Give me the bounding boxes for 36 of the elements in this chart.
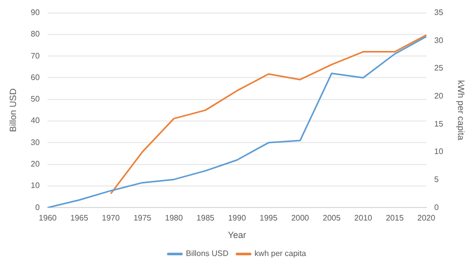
x-tick-label: 1970 <box>102 214 120 223</box>
x-tick-label: 1960 <box>38 214 58 223</box>
x-tick-label: 1965 <box>70 214 89 223</box>
x-tick-label: 2000 <box>291 214 310 223</box>
x-tick-label: 1980 <box>165 214 184 223</box>
y-tick-label: 40 <box>30 116 40 126</box>
y2-tick-label: 0 <box>434 202 440 212</box>
y2-tick-label: 25 <box>434 64 444 73</box>
y2-tick-label: 5 <box>434 174 440 184</box>
y-tick-label: 10 <box>30 181 40 190</box>
y2-tick-label: 35 <box>434 8 444 18</box>
y2-axis-title: kWh per capita <box>456 80 466 140</box>
x-tick-label: 2020 <box>417 214 436 223</box>
y-tick-label: 0 <box>35 202 40 212</box>
y-tick-label: 60 <box>30 72 40 82</box>
y-tick-label: 80 <box>30 30 40 39</box>
y-tick-label: 20 <box>30 160 40 169</box>
y2-tick-label: 30 <box>434 36 444 45</box>
x-tick-label: 1985 <box>196 214 215 223</box>
y-axis-title: Billon USD <box>8 88 18 132</box>
y-tick-label: 90 <box>30 8 40 18</box>
x-tick-label: 1975 <box>133 214 152 223</box>
y2-tick-label: 20 <box>434 91 444 100</box>
legend-label: kwh per capita <box>254 249 307 258</box>
x-tick-label: 1995 <box>260 214 278 223</box>
y2-tick-label: 10 <box>434 147 444 156</box>
x-tick-label: 1990 <box>228 214 246 223</box>
y2-tick-label: 15 <box>434 119 444 128</box>
y-tick-label: 50 <box>30 94 40 104</box>
x-tick-label: 2005 <box>322 214 342 223</box>
x-axis-title: Year <box>228 230 246 240</box>
x-tick-label: 2010 <box>354 214 373 223</box>
y-tick-label: 70 <box>30 51 40 60</box>
y-tick-label: 30 <box>30 138 40 147</box>
legend-label: Billons USD <box>186 249 229 258</box>
x-tick-label: 2015 <box>386 214 404 223</box>
